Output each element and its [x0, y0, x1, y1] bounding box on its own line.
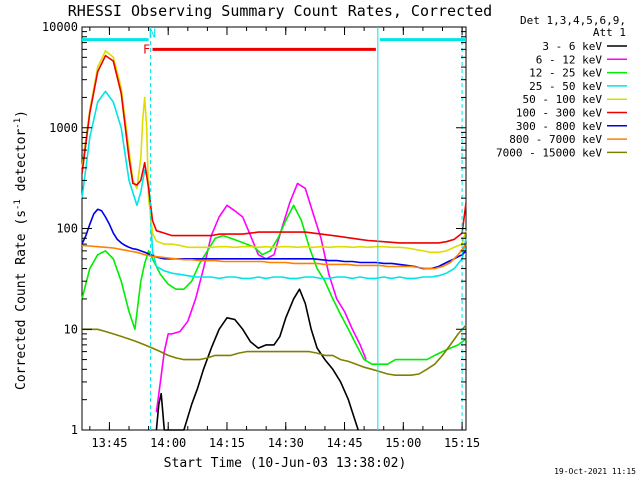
- y-tick-label: 1000: [49, 121, 78, 135]
- series-line-7000-15000-kev: [82, 324, 467, 377]
- legend-header-line: Det 1,3,4,5,6,9,: [520, 14, 626, 27]
- y-axis-label-main: Corrected Count Rate (s: [14, 210, 29, 390]
- legend-entry-label: 100 - 300 keV: [516, 107, 602, 120]
- y-axis-label-end: ): [14, 110, 29, 118]
- timestamp: 19-Oct-2021 11:15: [554, 467, 636, 476]
- x-tick-label: 14:15: [209, 436, 245, 450]
- legend-entry-label: 800 - 7000 keV: [509, 133, 602, 146]
- series-line-100-300-kev: [81, 54, 467, 244]
- legend-entry-label: 6 - 12 keV: [536, 53, 603, 66]
- series-line-800-7000-kev: [81, 243, 467, 270]
- y-tick-label: 10: [64, 322, 78, 336]
- series-layer: [81, 49, 467, 431]
- chart-title: RHESSI Observing Summary Count Rates, Co…: [68, 2, 492, 20]
- legend-entry-label: 25 - 50 keV: [529, 80, 602, 93]
- y-axis-label: Corrected Count Rate (s-1 detector-1): [13, 110, 29, 390]
- flag-layer: NF: [82, 27, 466, 430]
- legend-entry-label: 300 - 800 keV: [516, 120, 602, 133]
- y-tick-label: 1: [71, 423, 78, 437]
- series-line-50-100-kev: [81, 49, 467, 254]
- series-line-300-800-kev: [81, 208, 467, 270]
- y-tick-label: 10000: [42, 20, 78, 34]
- legend-entry-label: 50 - 100 keV: [523, 93, 603, 106]
- legend-entry-label: 7000 - 15000 keV: [496, 146, 602, 159]
- legend-entry-label: 12 - 25 keV: [529, 67, 602, 80]
- series-line-12-25-kev: [81, 204, 467, 366]
- y-axis-label-mid: detector: [14, 129, 29, 200]
- flag-label-f: F: [143, 42, 150, 56]
- x-tick-label: 15:15: [444, 436, 480, 450]
- y-tick-label: 100: [56, 222, 78, 236]
- flag-label-n: N: [149, 27, 156, 41]
- y-axis-label-sup2: -1: [13, 118, 23, 129]
- legend-header-line: Att 1: [593, 26, 626, 39]
- axis-layer: 13:45 14:00 14:15 14:30 14:45 15:00 15:15 1 10 10…: [42, 20, 480, 450]
- series-line-3-6-kev: [155, 288, 359, 431]
- series-line-25-50-kev: [81, 90, 467, 280]
- x-tick-label: 14:45: [326, 436, 362, 450]
- x-tick-label: 15:00: [385, 436, 421, 450]
- x-tick-label: 14:30: [268, 436, 304, 450]
- y-axis-label-sup1: -1: [13, 199, 23, 210]
- legend-entry-label: 3 - 6 keV: [542, 40, 602, 53]
- x-tick-label: 13:45: [91, 436, 127, 450]
- x-tick-label: 14:00: [150, 436, 186, 450]
- x-axis-label: Start Time (10-Jun-03 13:38:02): [164, 456, 407, 471]
